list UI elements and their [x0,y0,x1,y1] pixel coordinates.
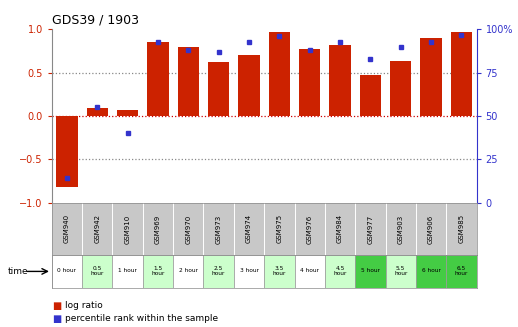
Text: GSM976: GSM976 [307,214,313,244]
Text: 2.5
hour: 2.5 hour [212,266,225,276]
Text: GDS39 / 1903: GDS39 / 1903 [52,14,139,27]
Text: ■: ■ [52,301,61,311]
Bar [112,255,143,288]
Text: 4 hour: 4 hour [300,268,319,273]
Bar [264,255,295,288]
Text: log ratio: log ratio [65,301,103,310]
Bar [82,255,112,288]
Text: GSM984: GSM984 [337,214,343,244]
Bar [299,49,320,116]
Text: 6.5
hour: 6.5 hour [455,266,468,276]
Bar [269,32,290,116]
Text: percentile rank within the sample: percentile rank within the sample [65,314,218,323]
Text: 1 hour: 1 hour [118,268,137,273]
Text: GSM977: GSM977 [367,214,373,244]
Bar [446,255,477,288]
Text: time: time [8,267,28,276]
Text: GSM910: GSM910 [125,214,131,244]
Text: 0.5
hour: 0.5 hour [91,266,104,276]
Text: GSM942: GSM942 [94,215,100,243]
Text: ■: ■ [52,314,61,324]
Text: 2 hour: 2 hour [179,268,198,273]
Bar [390,61,411,116]
Text: 6 hour: 6 hour [422,268,440,273]
Text: 3 hour: 3 hour [239,268,258,273]
Bar [208,62,229,116]
Bar [178,47,199,116]
Bar [385,255,416,288]
Bar [56,116,78,187]
Bar [359,75,381,116]
Bar [147,42,168,116]
Bar [355,255,385,288]
Bar [451,32,472,116]
Bar [421,38,442,116]
Bar [295,255,325,288]
Text: GSM906: GSM906 [428,214,434,244]
Text: GSM940: GSM940 [64,214,70,244]
Bar [234,255,264,288]
Bar [87,108,108,116]
Bar [173,255,204,288]
Text: 3.5
hour: 3.5 hour [272,266,286,276]
Bar [329,45,351,116]
Bar [204,255,234,288]
Text: GSM975: GSM975 [276,214,282,244]
Bar [416,255,446,288]
Bar [117,110,138,116]
Bar [238,55,260,116]
Text: GSM985: GSM985 [458,214,465,244]
Bar [143,255,173,288]
Text: GSM969: GSM969 [155,214,161,244]
Text: 4.5
hour: 4.5 hour [334,266,347,276]
Text: 1.5
hour: 1.5 hour [151,266,165,276]
Text: GSM970: GSM970 [185,214,191,244]
Text: 0 hour: 0 hour [57,268,77,273]
Bar [52,255,82,288]
Text: GSM973: GSM973 [215,214,222,244]
Text: GSM974: GSM974 [246,214,252,244]
Text: 5.5
hour: 5.5 hour [394,266,407,276]
Text: 5 hour: 5 hour [361,268,380,273]
Text: GSM903: GSM903 [398,214,404,244]
Bar [325,255,355,288]
